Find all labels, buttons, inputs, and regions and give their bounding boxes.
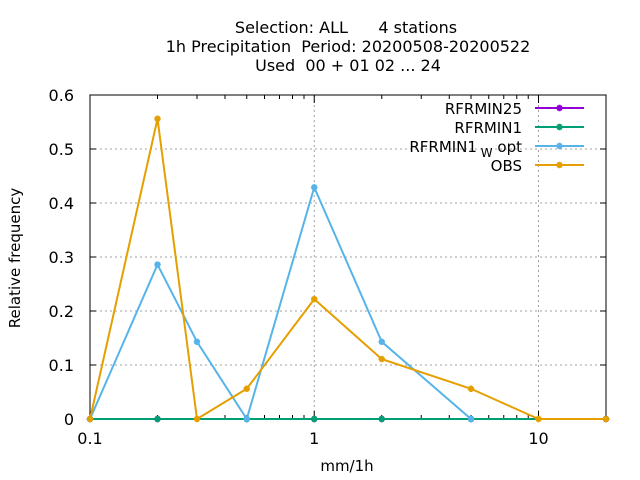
series-point-2 xyxy=(467,415,475,423)
legend-label-1: RFRMIN1 xyxy=(454,119,522,137)
series-point-2 xyxy=(193,338,201,345)
series-point-2 xyxy=(243,415,250,423)
series-point-1 xyxy=(378,415,385,423)
series-line-2 xyxy=(89,184,472,422)
series-point-3 xyxy=(193,415,201,423)
y-axis-label: Relative frequency xyxy=(6,188,24,329)
legend-marker-1 xyxy=(556,123,563,131)
y-tick-label: 0.1 xyxy=(49,356,74,375)
x-axis-label: mm/1h xyxy=(320,457,373,475)
legend-marker-0 xyxy=(556,104,563,112)
chart-title: Selection: ALL 4 stations 1h Precipitati… xyxy=(166,18,531,75)
series-point-3 xyxy=(311,295,318,303)
series-point-3 xyxy=(378,355,385,363)
series-point-3 xyxy=(535,415,542,423)
series-point-3 xyxy=(602,415,610,423)
title-line-3: Used 00 + 01 02 ... 24 xyxy=(255,56,441,75)
x-tick-label: 0.1 xyxy=(77,429,102,448)
grid-lines xyxy=(90,95,606,419)
legend-label-0: RFRMIN25 xyxy=(445,100,522,118)
series-point-3 xyxy=(243,385,250,392)
x-tick-label: 1 xyxy=(309,429,319,448)
legend-label-3: OBS xyxy=(491,157,522,175)
legend-marker-3 xyxy=(556,161,563,169)
y-tick-label: 0.2 xyxy=(49,302,74,321)
plot-frame xyxy=(89,94,607,420)
legend-label-2: RFRMIN1 W opt xyxy=(409,138,522,160)
y-tick-label: 0.3 xyxy=(49,248,74,267)
series-point-2 xyxy=(154,261,161,268)
series-point-3 xyxy=(86,415,94,423)
y-tick-label: 0.6 xyxy=(49,86,74,105)
title-line-2: 1h Precipitation Period: 20200508-202005… xyxy=(166,37,531,56)
y-tick-label: 0.5 xyxy=(49,140,74,159)
y-tick-label: 0.4 xyxy=(49,194,74,213)
series-point-2 xyxy=(378,338,385,345)
series-lines xyxy=(86,115,610,423)
series-line-3 xyxy=(89,118,606,421)
series-point-3 xyxy=(154,115,161,122)
legend-label-subscript: W xyxy=(477,146,493,160)
series-point-3 xyxy=(467,385,475,392)
series-point-1 xyxy=(311,415,318,423)
axes: 00.10.20.30.40.50.60.1 1 10 xyxy=(49,86,607,448)
legend-marker-2 xyxy=(556,142,563,150)
title-line-1: Selection: ALL 4 stations xyxy=(235,18,457,37)
y-tick-label: 0 xyxy=(64,410,74,429)
series-point-2 xyxy=(311,184,318,191)
legend-label-suffix: opt xyxy=(493,138,522,156)
series-point-1 xyxy=(154,415,161,423)
x-tick-label: 10 xyxy=(528,429,548,448)
